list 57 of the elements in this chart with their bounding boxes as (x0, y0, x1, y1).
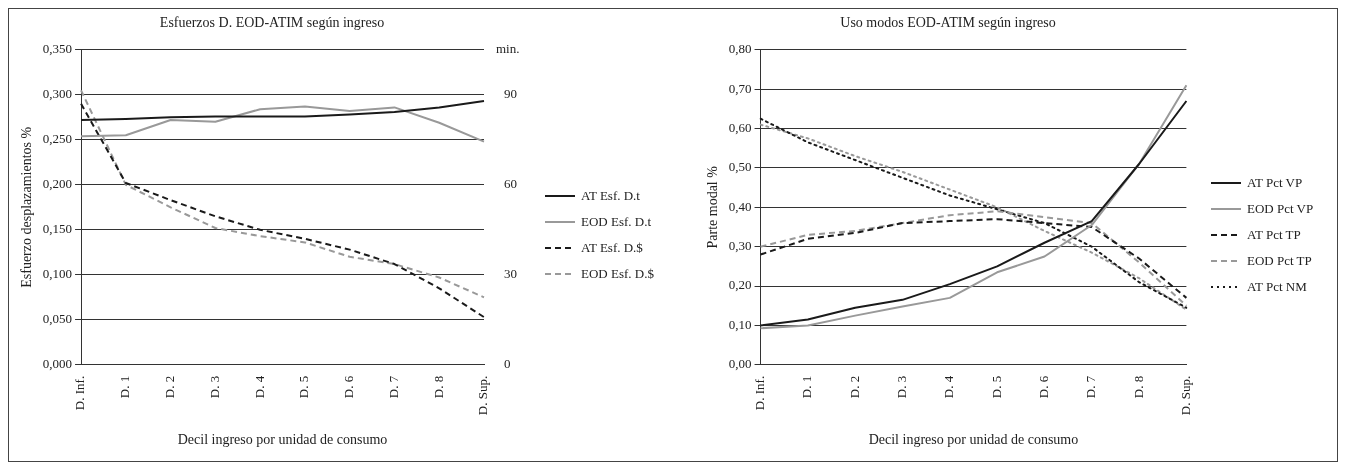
x-tick-label: D. 5 (988, 375, 1004, 399)
legend-label: AT Esf. D.t (581, 188, 640, 204)
x-tick-label: D. Sup. (475, 375, 491, 416)
x-tick-label: D. 4 (251, 375, 267, 399)
y-tick-label: 0,30 (728, 238, 752, 254)
x-axis-title: Decil ingreso por unidad de consumo (868, 432, 1079, 448)
x-tick-label: D. Sup. (1177, 375, 1193, 416)
y-tick-label: 0,350 (42, 41, 73, 57)
y-tick-label: 0,60 (728, 119, 752, 135)
y2-tick-label: 90 (504, 86, 517, 102)
x-tick-label: D. 7 (385, 375, 401, 399)
y-tick-label: 0,80 (728, 41, 752, 57)
y-tick-label: 0,000 (42, 356, 73, 372)
y-tick-label: 0,250 (42, 131, 73, 147)
y-tick-label: 0,200 (42, 176, 73, 192)
legend-label: EOD Esf. D.t (581, 214, 652, 230)
legend-label: EOD Pct TP (1247, 253, 1312, 269)
x-axis-title: Decil ingreso por unidad de consumo (177, 432, 388, 448)
x-tick-label: D. 4 (941, 375, 957, 399)
x-tick-label: D. 3 (206, 375, 222, 399)
x-tick-label: D. 8 (430, 375, 446, 399)
legend-label: AT Pct TP (1247, 227, 1301, 243)
y2-tick-label: 30 (504, 266, 517, 282)
y-tick-label: 0,50 (728, 159, 752, 175)
y-axis-title: Esfuerzo desplazamientos % (19, 126, 35, 288)
legend-label: EOD Esf. D.$ (581, 266, 654, 282)
y-tick-label: 0,300 (42, 86, 73, 102)
x-tick-label: D. 2 (162, 375, 178, 399)
y-tick-label: 0,20 (728, 277, 752, 293)
x-tick-label: D. Inf. (72, 375, 88, 411)
y2-tick-label: 60 (504, 176, 517, 192)
y-tick-label: 0,150 (42, 221, 73, 237)
legend-label: EOD Pct VP (1247, 201, 1314, 217)
chart-title: Esfuerzos D. EOD-ATIM según ingreso (159, 15, 385, 31)
y-axis-title: Parte modal % (705, 165, 721, 249)
y-tick-label: 0,70 (728, 80, 752, 96)
x-tick-label: D. 1 (117, 375, 133, 399)
legend-label: AT Pct VP (1247, 175, 1303, 191)
y2-tick-label: 0 (504, 356, 511, 372)
x-tick-label: D. 3 (893, 375, 909, 399)
y-tick-label: 0,100 (42, 266, 73, 282)
y-tick-label: 0,00 (728, 356, 752, 372)
legend-label: AT Pct NM (1247, 279, 1307, 295)
legend-label: AT Esf. D.$ (581, 240, 643, 256)
x-tick-label: D. 8 (1130, 375, 1146, 399)
x-tick-label: D. 1 (799, 375, 815, 399)
y2-axis-title: min. (496, 41, 520, 57)
x-tick-label: D. Inf. (751, 375, 767, 411)
y-tick-label: 0,050 (42, 311, 73, 327)
x-tick-label: D. 6 (341, 375, 357, 399)
x-tick-label: D. 6 (1035, 375, 1051, 399)
x-tick-label: D. 5 (296, 375, 312, 399)
x-tick-label: D. 7 (1083, 375, 1099, 399)
y-tick-label: 0,40 (728, 198, 752, 214)
chart-title: Uso modos EOD-ATIM según ingreso (840, 15, 1056, 31)
y-tick-label: 0,10 (728, 316, 752, 332)
x-tick-label: D. 2 (846, 375, 862, 399)
